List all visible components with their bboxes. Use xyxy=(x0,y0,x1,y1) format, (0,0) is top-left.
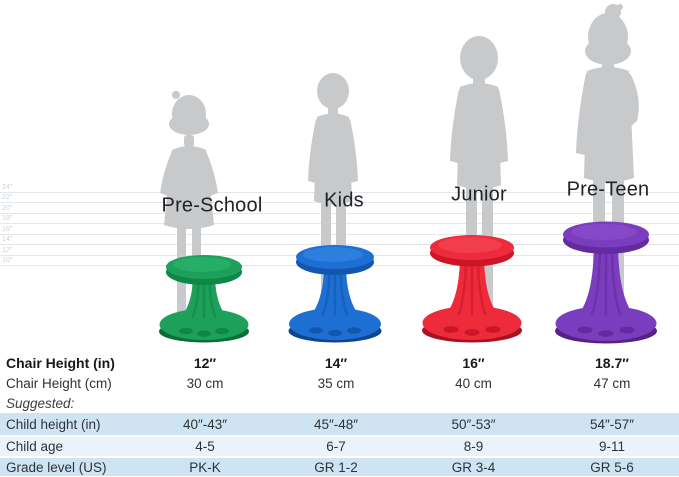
cell-value: 50″-53″ xyxy=(451,416,496,432)
ruler-tick-label: 10″ xyxy=(2,257,13,264)
product-label-preteen: Pre-Teen xyxy=(566,178,650,201)
row-label: Suggested: xyxy=(6,395,75,411)
cell-value: 14″ xyxy=(324,355,348,371)
cell-value: 9-11 xyxy=(598,439,626,454)
cell-value: 45″-48″ xyxy=(313,416,359,432)
ruler-tick-label: 16″ xyxy=(2,226,13,233)
row-suggested: Suggested: xyxy=(0,394,679,412)
ruler-tick-label: 14″ xyxy=(2,236,13,243)
ruler-tick-label: 24″ xyxy=(2,184,13,191)
row-label: Chair Height (in) xyxy=(6,355,115,371)
row-label: Chair Height (cm) xyxy=(6,376,112,391)
product-label-junior: Junior xyxy=(451,183,507,206)
cell-value: 6-7 xyxy=(326,439,346,454)
cell-value: 12″ xyxy=(193,355,217,371)
row-label: Child height (in) xyxy=(6,416,101,432)
cell-value: 8-9 xyxy=(463,439,484,454)
cell-value: 47 cm xyxy=(593,376,631,391)
cell-value: GR 5-6 xyxy=(590,459,634,475)
row-label: Grade level (US) xyxy=(6,459,107,475)
stool-kids-blue xyxy=(288,245,382,343)
cell-value: 4-5 xyxy=(195,439,215,454)
cell-value: PK-K xyxy=(189,459,221,475)
cell-value: 40″-43″ xyxy=(182,416,228,432)
row-grade-level: Grade level (US) PK-K GR 1-2 GR 3-4 GR 5… xyxy=(0,458,679,476)
product-label-kids: Kids xyxy=(324,189,364,212)
cell-value: 18.7″ xyxy=(595,355,629,371)
cell-value: 16″ xyxy=(462,355,485,371)
ruler-tick-label: 12″ xyxy=(2,247,13,254)
cell-value: GR 1-2 xyxy=(314,459,358,475)
row-label: Child age xyxy=(6,439,64,454)
ruler-tick-label: 18″ xyxy=(2,215,13,222)
ruler-tick-label: 20″ xyxy=(2,205,13,212)
row-chair-height-cm: Chair Height (cm) 30 cm 35 cm 40 cm 47 c… xyxy=(0,374,679,393)
row-child-age: Child age 4-5 6-7 8-9 9-11 xyxy=(0,437,679,456)
row-chair-height-in: Chair Height (in) 12″ 14″ 16″ 18.7″ xyxy=(0,353,679,373)
ruler-tick-label: 22″ xyxy=(2,194,13,201)
cell-value: 40 cm xyxy=(455,376,492,391)
row-child-height: Child height (in) 40″-43″ 45″-48″ 50″-53… xyxy=(0,413,679,435)
cell-value: 54″-57″ xyxy=(589,416,635,432)
stool-preteen-purple xyxy=(555,221,657,344)
cell-value: GR 3-4 xyxy=(451,459,496,475)
stool-junior-red xyxy=(422,235,522,343)
stool-preschool-green xyxy=(159,255,249,343)
product-label-preschool: Pre-School xyxy=(161,194,263,217)
cell-value: 30 cm xyxy=(186,376,224,391)
cell-value: 35 cm xyxy=(317,376,355,391)
